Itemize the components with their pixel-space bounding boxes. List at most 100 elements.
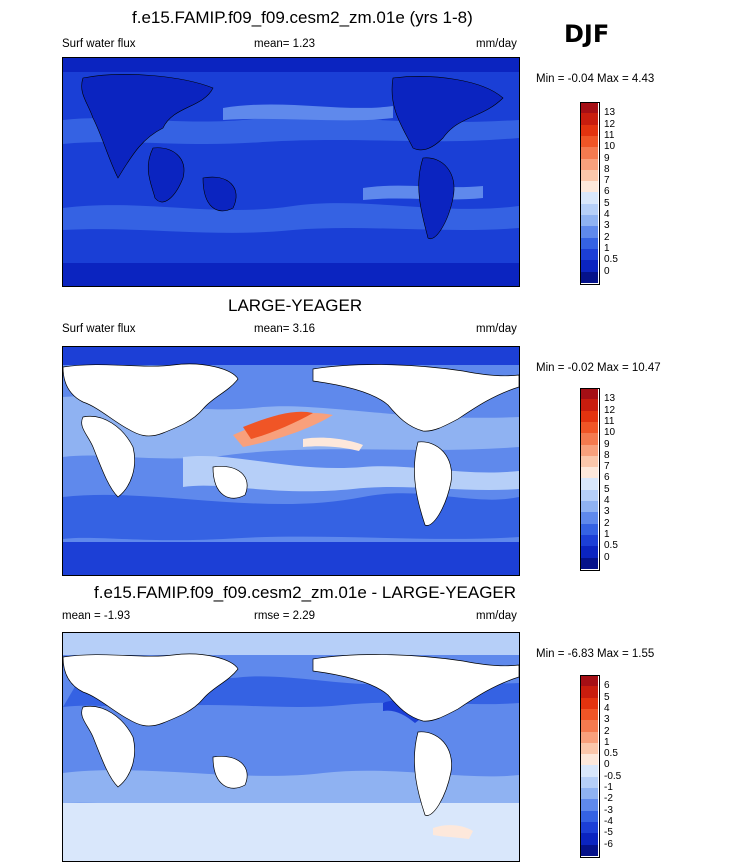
colorbar-tick-label: 13 — [604, 393, 616, 405]
colorbar-swatch — [580, 467, 598, 479]
panel1-mean-label: mean= 1.23 — [254, 38, 316, 50]
colorbar-swatch — [580, 237, 598, 250]
colorbar-tick-label: 7 — [604, 175, 610, 187]
colorbar-tick-label: 12 — [604, 118, 616, 130]
colorbar-tick-label: -5 — [604, 827, 613, 839]
colorbar-swatch — [580, 478, 598, 491]
colorbar-swatch — [580, 708, 598, 721]
panel3-map-graphic — [63, 633, 519, 861]
colorbar-swatch — [580, 754, 598, 766]
colorbar-tick-label: 10 — [604, 427, 616, 439]
colorbar-tick-label: -1 — [604, 782, 613, 793]
colorbar-tick-label: 11 — [604, 415, 615, 427]
colorbar-tick-label: 1 — [604, 242, 610, 254]
colorbar-swatch — [580, 433, 598, 445]
colorbar-tick-label: 1 — [604, 736, 610, 748]
colorbar-tick-label: 5 — [604, 483, 610, 495]
colorbar-swatch — [580, 501, 598, 513]
colorbar-tick-label: 13 — [604, 107, 616, 119]
colorbar-swatch — [580, 731, 598, 744]
colorbar-tick-label: -0.5 — [604, 770, 622, 782]
colorbar-tick-label: 10 — [604, 141, 616, 153]
colorbar-tick-label: 1 — [604, 528, 610, 540]
colorbar-swatch — [580, 135, 598, 148]
colorbar-tick-label: 9 — [604, 438, 610, 450]
colorbar-swatch — [580, 181, 598, 193]
colorbar-swatch — [580, 821, 598, 834]
colorbar-tick-label: 0.5 — [604, 254, 618, 266]
colorbar-swatch — [580, 546, 598, 558]
colorbar-tick-label: 0 — [604, 551, 610, 563]
colorbar-tick-label: 6 — [604, 186, 610, 198]
colorbar-swatch — [580, 192, 598, 205]
colorbar-swatch — [580, 260, 598, 272]
colorbar-swatch — [580, 788, 598, 800]
panel3-title: f.e15.FAMIP.f09_f09.cesm2_zm.01e - LARGE… — [94, 583, 517, 602]
panel1-units: mm/day — [476, 38, 517, 50]
colorbar-swatch — [580, 455, 598, 468]
panel3-minmax: Min = -6.83 Max = 1.55 — [536, 648, 655, 660]
colorbar-tick-label: 12 — [604, 404, 616, 416]
colorbar-swatch — [580, 697, 598, 710]
panel2-units: mm/day — [476, 323, 517, 335]
colorbar-swatch — [580, 248, 598, 261]
colorbar-swatch — [580, 226, 598, 239]
panel2-map-graphic — [63, 347, 519, 575]
colorbar-swatch — [580, 444, 598, 457]
colorbar-swatch — [580, 215, 598, 227]
colorbar-swatch — [580, 169, 598, 182]
colorbar-swatch — [580, 410, 598, 423]
colorbar-frame — [580, 675, 600, 858]
colorbar-tick-label: 6 — [604, 472, 610, 484]
colorbar-tick-label: 3 — [604, 714, 610, 726]
panel1-map-graphic — [63, 58, 519, 286]
panel1-map — [62, 57, 520, 287]
colorbar-frame — [580, 388, 600, 571]
colorbar-swatch — [580, 765, 598, 778]
colorbar-swatch — [580, 271, 598, 284]
panel2-mean-label: mean= 3.16 — [254, 323, 316, 335]
colorbar-tick-label: 7 — [604, 461, 610, 473]
panel1-minmax: Min = -0.04 Max = 4.43 — [536, 73, 655, 85]
panel2-title: LARGE-YEAGER — [228, 296, 363, 315]
panel3-map — [62, 632, 520, 862]
colorbar-tick-label: -3 — [604, 804, 613, 816]
colorbar-tick-label: 0.5 — [604, 748, 618, 760]
colorbar-swatch — [580, 158, 598, 171]
colorbar-tick-label: 0.5 — [604, 540, 618, 552]
panel1-left-label: Surf water flux — [62, 38, 136, 50]
colorbar-tick-label: -6 — [604, 838, 613, 850]
colorbar-swatch — [580, 523, 598, 536]
colorbar-tick-label: 4 — [604, 209, 610, 220]
colorbar-swatch — [580, 388, 598, 400]
colorbar-swatch — [580, 557, 598, 570]
panel2-map — [62, 346, 520, 576]
colorbar-swatch — [580, 124, 598, 137]
colorbar-swatch — [580, 147, 598, 159]
colorbar-swatch — [580, 421, 598, 434]
season-label: DJF — [564, 20, 610, 48]
colorbar-swatch — [580, 742, 598, 755]
colorbar-tick-label: -2 — [604, 793, 613, 805]
colorbar-tick-label: 0 — [604, 759, 610, 771]
panel3-rmse-label: rmse = 2.29 — [254, 610, 316, 622]
colorbar-tick-label: 2 — [604, 725, 610, 737]
colorbar-swatch — [580, 489, 598, 502]
colorbar-swatch — [580, 686, 598, 699]
colorbar-tick-label: 8 — [604, 449, 610, 461]
colorbar-swatch — [580, 512, 598, 525]
colorbar-tick-label: 8 — [604, 163, 610, 175]
colorbar-swatch — [580, 799, 598, 812]
colorbar-tick-label: 9 — [604, 152, 610, 164]
colorbar-tick-label: 6 — [604, 680, 610, 692]
panel2-left-label: Surf water flux — [62, 323, 136, 335]
colorbar-tick-label: 3 — [604, 220, 610, 232]
panel2-minmax: Min = -0.02 Max = 10.47 — [536, 362, 661, 374]
colorbar-swatch — [580, 675, 598, 687]
colorbar-tick-label: 2 — [604, 231, 610, 243]
colorbar-swatch — [580, 810, 598, 823]
colorbar-tick-label: 5 — [604, 691, 610, 703]
colorbar-swatch — [580, 102, 598, 114]
colorbar-tick-label: 2 — [604, 517, 610, 529]
panel3-mean-label: mean = -1.93 — [62, 610, 131, 622]
